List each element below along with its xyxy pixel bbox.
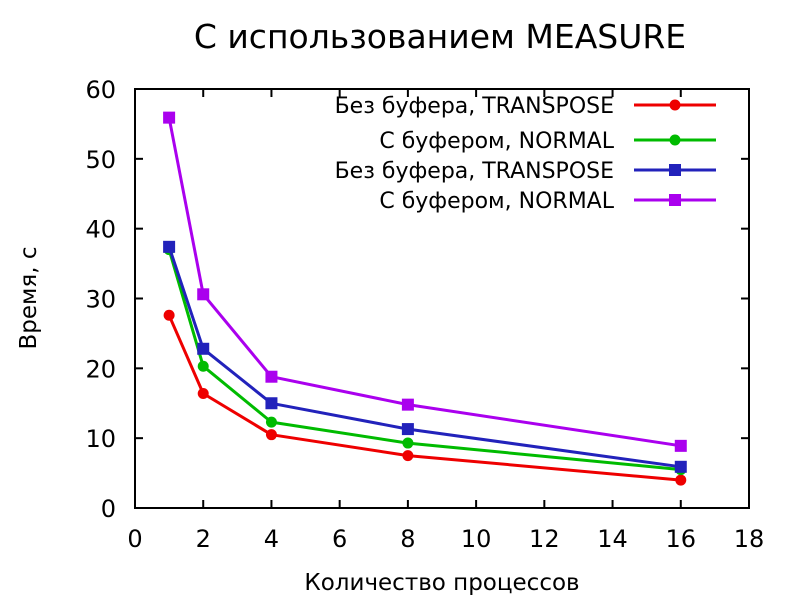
axis-tick-labels: 0 2 4 6 8 10 12 14 16 18 0 10 20 30 40 50 60 — [85, 76, 764, 553]
data-point — [197, 387, 209, 399]
legend-marker — [669, 194, 681, 206]
legend-label: Без буфера, TRANSPOSE — [335, 159, 614, 184]
series-layer — [163, 111, 687, 486]
legend-marker — [669, 99, 681, 111]
x-tick-label: 18 — [734, 525, 765, 553]
data-point — [401, 398, 414, 411]
data-point — [674, 439, 687, 452]
y-axis-label: Время, с — [16, 247, 42, 350]
chart-title: С использованием MEASURE — [194, 17, 686, 56]
legend-label: Без буфера, TRANSPOSE — [335, 94, 614, 119]
data-point — [197, 342, 210, 355]
series-1 — [163, 309, 687, 486]
y-tick-label: 60 — [85, 76, 116, 104]
legend-marker — [669, 164, 681, 176]
series-line — [167, 249, 681, 472]
y-tick-label: 10 — [85, 425, 116, 453]
series-3 — [163, 240, 687, 473]
x-axis-label: Количество процессов — [304, 570, 579, 596]
data-point — [675, 474, 687, 486]
legend-item: С буфером, NORMAL — [379, 189, 716, 214]
y-tick-label: 20 — [85, 355, 116, 383]
legend: Без буфера, TRANSPOSE С буфером, NORMAL Бе… — [335, 94, 716, 214]
legend-item: С буфером, NORMAL — [379, 129, 716, 154]
legend-label: С буфером, NORMAL — [379, 129, 614, 154]
legend-item: Без буфера, TRANSPOSE — [335, 159, 716, 184]
data-point — [265, 416, 277, 428]
data-point — [163, 309, 175, 321]
x-tick-label: 4 — [264, 525, 279, 553]
y-tick-label: 0 — [101, 495, 116, 523]
legend-label: С буфером, NORMAL — [379, 189, 614, 214]
data-point — [163, 240, 176, 253]
data-point — [197, 288, 210, 301]
x-tick-label: 12 — [529, 525, 560, 553]
x-tick-label: 10 — [461, 525, 492, 553]
x-tick-label: 2 — [196, 525, 211, 553]
data-point — [402, 437, 414, 449]
x-tick-label: 14 — [597, 525, 628, 553]
data-point — [265, 429, 277, 441]
x-tick-label: 6 — [332, 525, 347, 553]
data-point — [163, 111, 176, 124]
legend-marker — [669, 134, 681, 146]
legend-item: Без буфера, TRANSPOSE — [335, 94, 716, 119]
data-point — [674, 460, 687, 473]
data-point — [402, 450, 414, 462]
data-point — [265, 370, 278, 383]
series-2 — [163, 244, 687, 476]
data-point — [401, 423, 414, 436]
data-point — [265, 397, 278, 410]
data-point — [197, 360, 209, 372]
x-tick-label: 16 — [666, 525, 697, 553]
x-tick-label: 8 — [400, 525, 415, 553]
y-tick-label: 40 — [85, 216, 116, 244]
y-tick-label: 50 — [85, 146, 116, 174]
x-tick-label: 0 — [127, 525, 142, 553]
axis-ticks — [134, 88, 750, 509]
y-tick-label: 30 — [85, 286, 116, 314]
series-4 — [163, 111, 687, 452]
